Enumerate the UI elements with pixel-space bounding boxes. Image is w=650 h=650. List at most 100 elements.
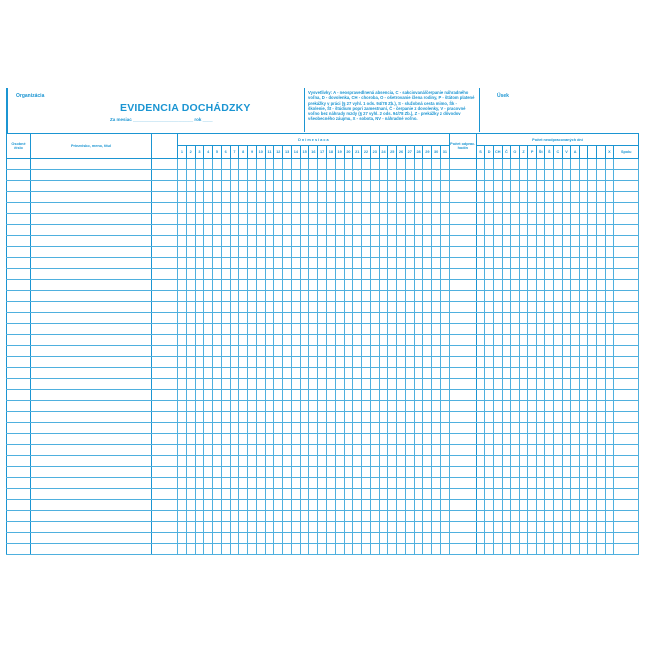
table-cell[interactable]	[404, 488, 415, 500]
table-cell[interactable]	[510, 191, 520, 203]
table-cell[interactable]	[431, 180, 441, 192]
table-cell[interactable]	[238, 532, 249, 544]
table-cell[interactable]	[596, 356, 606, 368]
table-cell[interactable]	[492, 158, 503, 170]
table-cell[interactable]	[404, 290, 415, 302]
table-cell[interactable]	[431, 444, 441, 456]
table-cell[interactable]	[578, 279, 589, 291]
table-cell[interactable]	[561, 510, 572, 522]
table-cell[interactable]	[247, 477, 257, 489]
table-cell[interactable]	[578, 521, 589, 533]
table-cell[interactable]	[282, 367, 292, 379]
table-cell[interactable]	[527, 323, 537, 335]
table-cell[interactable]	[299, 246, 310, 258]
table-cell[interactable]	[596, 477, 606, 489]
table-cell[interactable]	[273, 367, 284, 379]
table-cell[interactable]	[578, 444, 589, 456]
table-cell[interactable]	[596, 532, 606, 544]
table-cell[interactable]	[229, 422, 240, 434]
table-cell[interactable]	[238, 356, 249, 368]
table-cell[interactable]	[544, 213, 555, 225]
table-cell[interactable]	[484, 444, 494, 456]
table-cell[interactable]	[431, 389, 441, 401]
table-cell[interactable]	[238, 488, 249, 500]
table-cell[interactable]	[413, 257, 424, 269]
table-cell[interactable]	[518, 257, 529, 269]
table-cell[interactable]	[282, 400, 292, 412]
table-cell[interactable]	[396, 191, 406, 203]
table-cell[interactable]	[352, 532, 363, 544]
table-cell[interactable]	[203, 477, 214, 489]
table-cell[interactable]	[413, 444, 424, 456]
table-cell[interactable]	[247, 323, 257, 335]
table-cell[interactable]	[212, 290, 222, 302]
table-cell[interactable]	[6, 235, 31, 247]
table-cell[interactable]	[484, 312, 494, 324]
table-cell[interactable]	[308, 279, 319, 291]
table-cell[interactable]	[361, 158, 371, 170]
table-cell[interactable]	[439, 213, 450, 225]
table-cell[interactable]	[439, 169, 450, 181]
table-cell[interactable]	[448, 345, 477, 357]
table-cell[interactable]	[535, 356, 546, 368]
table-cell[interactable]	[527, 378, 537, 390]
table-cell[interactable]	[587, 235, 598, 247]
table-cell[interactable]	[501, 400, 512, 412]
table-cell[interactable]	[561, 334, 572, 346]
table-cell[interactable]	[317, 301, 328, 313]
table-cell[interactable]	[194, 499, 205, 511]
table-cell[interactable]	[238, 290, 249, 302]
table-cell[interactable]	[475, 499, 486, 511]
table-cell[interactable]	[220, 235, 231, 247]
table-cell[interactable]	[378, 367, 389, 379]
table-cell[interactable]	[247, 499, 257, 511]
table-cell[interactable]	[264, 543, 275, 555]
table-cell[interactable]	[255, 499, 266, 511]
table-cell[interactable]	[431, 301, 441, 313]
table-cell[interactable]	[308, 389, 319, 401]
table-cell[interactable]	[475, 411, 486, 423]
table-cell[interactable]	[587, 334, 598, 346]
table-cell[interactable]	[255, 290, 266, 302]
table-cell[interactable]	[422, 356, 433, 368]
table-cell[interactable]	[613, 499, 640, 511]
table-cell[interactable]	[596, 345, 606, 357]
table-cell[interactable]	[439, 422, 450, 434]
table-cell[interactable]	[30, 290, 152, 302]
table-cell[interactable]	[361, 301, 371, 313]
table-cell[interactable]	[587, 400, 598, 412]
table-cell[interactable]	[387, 213, 398, 225]
table-cell[interactable]	[387, 532, 398, 544]
table-cell[interactable]	[448, 510, 477, 522]
table-cell[interactable]	[185, 455, 196, 467]
table-cell[interactable]	[396, 455, 406, 467]
table-cell[interactable]	[352, 499, 363, 511]
table-cell[interactable]	[613, 433, 640, 445]
table-cell[interactable]	[431, 499, 441, 511]
table-cell[interactable]	[369, 378, 380, 390]
table-cell[interactable]	[264, 213, 275, 225]
table-cell[interactable]	[544, 191, 555, 203]
table-cell[interactable]	[484, 477, 494, 489]
table-cell[interactable]	[317, 543, 328, 555]
table-cell[interactable]	[396, 466, 406, 478]
table-cell[interactable]	[431, 411, 441, 423]
table-cell[interactable]	[6, 202, 31, 214]
table-cell[interactable]	[561, 235, 572, 247]
table-cell[interactable]	[238, 444, 249, 456]
table-cell[interactable]	[553, 246, 563, 258]
table-cell[interactable]	[544, 290, 555, 302]
table-cell[interactable]	[431, 158, 441, 170]
table-cell[interactable]	[6, 345, 31, 357]
table-cell[interactable]	[326, 477, 336, 489]
table-cell[interactable]	[422, 532, 433, 544]
table-cell[interactable]	[553, 444, 563, 456]
table-cell[interactable]	[561, 268, 572, 280]
table-cell[interactable]	[553, 169, 563, 181]
table-cell[interactable]	[185, 510, 196, 522]
table-cell[interactable]	[177, 323, 187, 335]
table-cell[interactable]	[570, 521, 580, 533]
table-cell[interactable]	[352, 180, 363, 192]
table-cell[interactable]	[220, 433, 231, 445]
table-cell[interactable]	[578, 158, 589, 170]
